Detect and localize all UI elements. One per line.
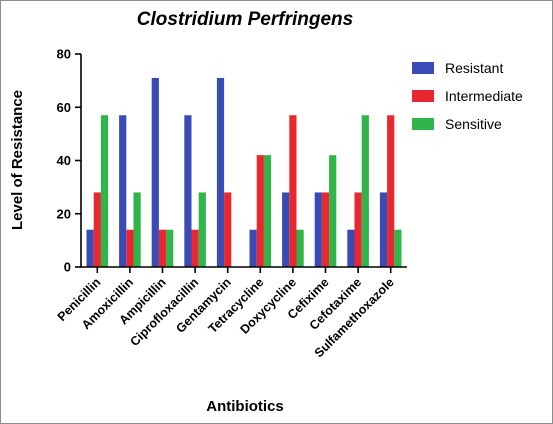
bar-resistant-ampicillin — [151, 77, 159, 268]
bar-resistant-tetracycline — [249, 229, 257, 267]
y-tick-label: 20 — [57, 206, 71, 221]
y-axis-title: Level of Resistance — [9, 90, 26, 230]
bar-sensitive-cefixime — [329, 155, 337, 267]
bar-sensitive-cefotaxime — [361, 115, 369, 268]
y-tick-label: 60 — [57, 100, 71, 115]
y-tick-label: 40 — [57, 153, 71, 168]
bar-intermediate-cefotaxime — [354, 192, 362, 267]
bar-sensitive-amoxicillin — [133, 192, 141, 267]
legend-swatch-intermediate — [412, 90, 434, 102]
bar-intermediate-amoxicillin — [126, 229, 134, 267]
bar-sensitive-sulfamethoxazole — [394, 229, 402, 267]
bar-sensitive-penicillin — [100, 115, 109, 268]
bar-resistant-cefotaxime — [347, 229, 355, 267]
y-tick-label: 0 — [64, 260, 71, 275]
bar-resistant-amoxicillin — [119, 115, 127, 268]
bar-sensitive-ciprofloxacillin — [198, 192, 206, 267]
legend: Resistant Intermediate Sensitive — [412, 60, 523, 132]
bar-sensitive-ampicillin — [166, 229, 174, 267]
bars-group — [86, 77, 402, 268]
bar-intermediate-sulfamethoxazole — [387, 115, 395, 268]
legend-label-sensitive: Sensitive — [445, 116, 502, 132]
chart-title: Clostridium Perfringens — [137, 9, 353, 30]
bar-resistant-doxycycline — [282, 192, 290, 267]
bar-intermediate-tetracycline — [256, 155, 264, 267]
bar-intermediate-ciprofloxacillin — [191, 229, 199, 267]
bar-intermediate-doxycycline — [289, 115, 297, 268]
legend-label-resistant: Resistant — [445, 60, 503, 76]
bar-resistant-gentamycin — [216, 77, 225, 268]
bar-intermediate-gentamycin — [224, 192, 232, 267]
bar-intermediate-cefixime — [321, 192, 330, 267]
bar-resistant-cefixime — [314, 192, 322, 267]
bar-intermediate-ampicillin — [158, 229, 167, 267]
bar-intermediate-penicillin — [93, 192, 101, 267]
y-tick-label: 80 — [57, 47, 71, 62]
bar-sensitive-tetracycline — [263, 155, 272, 267]
bar-sensitive-doxycycline — [296, 229, 304, 267]
bar-resistant-sulfamethoxazole — [379, 192, 388, 267]
bar-resistant-penicillin — [86, 229, 94, 267]
legend-swatch-resistant — [412, 62, 434, 74]
legend-label-intermediate: Intermediate — [445, 88, 523, 104]
bar-resistant-ciprofloxacillin — [184, 115, 192, 268]
legend-swatch-sensitive — [412, 118, 434, 130]
x-axis-title: Antibiotics — [206, 398, 284, 415]
